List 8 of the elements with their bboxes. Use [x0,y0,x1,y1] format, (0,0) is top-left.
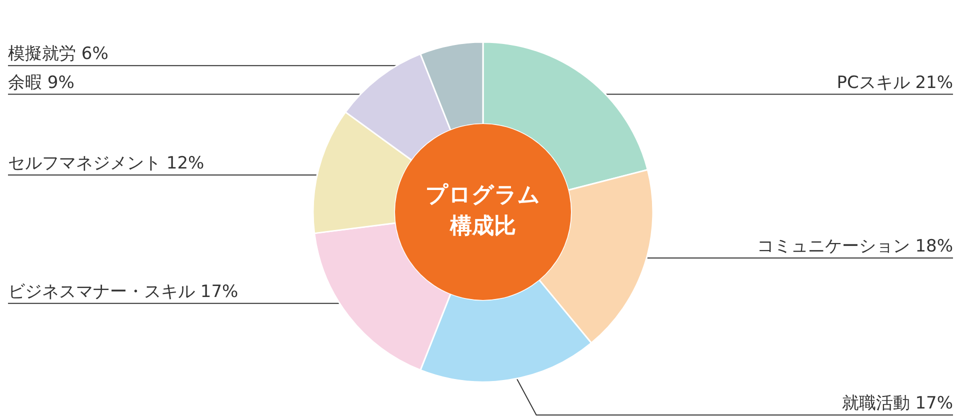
slice-label: 余暇 9% [8,72,74,93]
slice-label: セルフマネジメント 12% [8,153,204,174]
slice-label: ビジネスマナー・スキル 17% [8,282,238,302]
slice-label: 就職活動 17% [842,394,953,414]
slice-label: 模擬就労 6% [8,44,108,64]
text: プログラム構成比 [425,182,541,241]
slice-label: PCスキル 21% [836,72,953,93]
slice-label: コミュニケーション 18% [756,236,953,257]
